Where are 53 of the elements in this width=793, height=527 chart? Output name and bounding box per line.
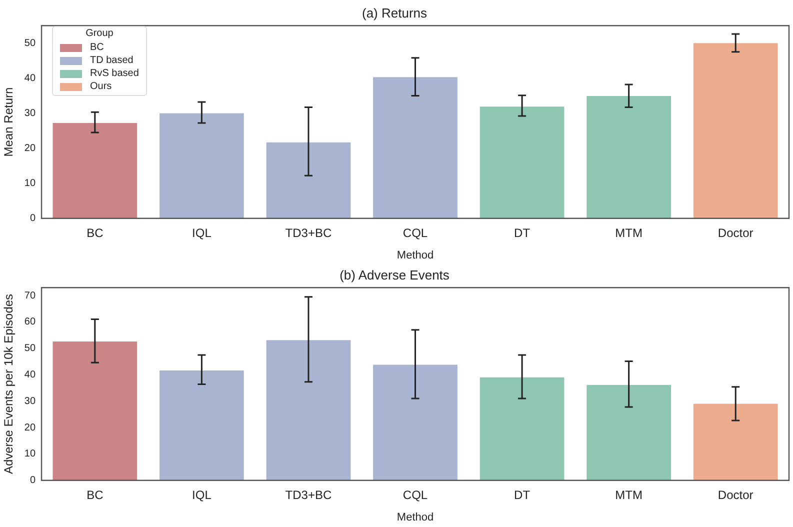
- x-tick-label: BC: [86, 488, 104, 502]
- y-tick-label: 30: [24, 396, 36, 407]
- y-axis-title: Mean Return: [2, 87, 16, 157]
- y-tick-label: 70: [24, 290, 36, 302]
- x-tick-label: Doctor: [718, 226, 754, 240]
- bar: [693, 404, 778, 480]
- x-tick-label: IQL: [192, 488, 212, 502]
- bar: [373, 364, 458, 480]
- bar: [693, 43, 778, 218]
- bar: [480, 106, 564, 218]
- bar: [586, 385, 672, 480]
- bar: [480, 377, 564, 480]
- y-tick-label: 20: [24, 422, 36, 434]
- legend-label: Ours: [90, 81, 112, 92]
- x-tick-label: Doctor: [718, 488, 754, 502]
- x-axis-title: Method: [396, 511, 434, 524]
- y-tick-label: 0: [30, 213, 36, 224]
- bar: [52, 341, 138, 480]
- y-tick-label: 50: [24, 38, 36, 49]
- x-tick-label: DT: [514, 226, 531, 240]
- y-tick-label: 10: [24, 178, 36, 190]
- bar: [266, 142, 351, 218]
- x-tick-label: DT: [514, 488, 531, 502]
- x-axis-title: Method: [396, 249, 434, 262]
- bar: [266, 340, 351, 480]
- y-tick-label: 20: [24, 143, 36, 154]
- y-tick-label: 40: [24, 370, 36, 381]
- legend-title: Group: [84, 28, 114, 39]
- y-tick-label: 30: [24, 108, 36, 119]
- y-tick-label: 0: [30, 475, 36, 486]
- x-tick-label: CQL: [402, 226, 428, 240]
- y-tick-label: 10: [24, 448, 36, 460]
- legend-label: BC: [90, 42, 104, 53]
- x-tick-label: TD3+BC: [285, 226, 332, 240]
- x-tick-label: BC: [86, 226, 104, 240]
- legend-label: TD based: [90, 55, 134, 66]
- x-tick-label: MTM: [615, 488, 642, 502]
- x-tick-label: TD3+BC: [285, 488, 332, 502]
- y-tick-label: 60: [24, 316, 36, 328]
- bar: [373, 77, 458, 218]
- x-tick-label: IQL: [192, 226, 212, 240]
- chart-title: (a) Returns: [362, 5, 428, 20]
- legend-label: RvS based: [90, 68, 139, 79]
- bar: [52, 123, 138, 218]
- y-tick-label: 40: [24, 72, 36, 84]
- y-axis-title: Adverse Events per 10k Episodes: [2, 294, 16, 474]
- y-tick-label: 50: [24, 343, 36, 354]
- bar: [586, 96, 672, 218]
- x-tick-label: MTM: [615, 226, 642, 240]
- chart-title: (b) Adverse Events: [340, 267, 450, 282]
- bar: [160, 113, 244, 218]
- bar: [160, 370, 244, 480]
- x-tick-label: CQL: [402, 488, 428, 502]
